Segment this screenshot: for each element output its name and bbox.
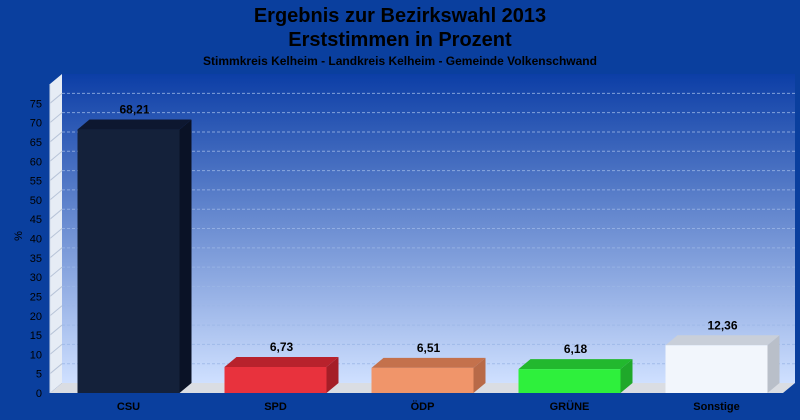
- y-tick-label: 5: [36, 369, 42, 381]
- y-tick-label: 45: [30, 214, 42, 226]
- x-tick-label: ÖDP: [411, 400, 435, 413]
- gridline-side: [49, 170, 63, 181]
- gridline-side: [49, 363, 63, 375]
- gridline-side: [49, 247, 63, 259]
- y-tick-label: 75: [30, 98, 42, 110]
- bar-ödp: [371, 367, 474, 393]
- y-axis: 0 5 10 15 20 25 30 35 40 45 50 55 60 65 70 75%: [13, 84, 51, 400]
- bar-csu: [77, 129, 180, 393]
- value-label: 68,21: [119, 103, 149, 117]
- chart-subtitle: Erststimmen in Prozent: [288, 29, 512, 51]
- gridline-side: [49, 112, 63, 124]
- bar-side: [767, 335, 780, 393]
- y-tick-label: 15: [30, 330, 42, 342]
- gridline-side: [49, 208, 63, 220]
- gridline-side: [49, 189, 63, 201]
- y-tick-label: 60: [30, 156, 42, 168]
- labels: 68,21 CSU 6,73 SPD 6,51 ÖDP 6,18 GRÜNE 12,36 Sons…: [117, 103, 740, 413]
- bar-spd: [224, 367, 327, 393]
- x-tick-label: SPD: [264, 401, 287, 413]
- y-axis-label: %: [13, 231, 25, 241]
- gridline-side: [49, 150, 63, 162]
- bar-side: [620, 359, 633, 393]
- gridline-side: [49, 305, 63, 317]
- bar-sonstige: [665, 345, 768, 393]
- value-label: 6,73: [270, 340, 294, 354]
- y-tick-label: 40: [30, 234, 42, 246]
- y-tick-label: 35: [30, 253, 42, 265]
- bar-side: [473, 357, 486, 393]
- gridline-side: [49, 228, 63, 239]
- chart-caption: Stimmkreis Kelheim - Landkreis Kelheim -…: [203, 54, 597, 68]
- y-tick-label: 25: [30, 291, 42, 303]
- y-tick-label: 0: [36, 388, 42, 400]
- bar-side: [326, 357, 339, 393]
- bar-top: [665, 335, 780, 346]
- gridline-side: [49, 343, 63, 355]
- gridline-side: [49, 286, 63, 297]
- y-tick-label: 50: [30, 195, 42, 207]
- bar-top: [77, 119, 192, 130]
- x-tick-label: Sonstige: [693, 401, 739, 413]
- bar-top: [371, 357, 486, 368]
- value-label: 6,18: [564, 342, 588, 356]
- bar-grüne: [518, 369, 621, 393]
- bar-top: [518, 359, 633, 370]
- x-tick-label: CSU: [117, 401, 140, 413]
- y-tick-label: 10: [30, 349, 42, 361]
- x-tick-label: GRÜNE: [550, 400, 590, 413]
- value-label: 12,36: [707, 318, 737, 332]
- chart-title: Ergebnis zur Bezirkswahl 2013: [253, 5, 547, 27]
- bars: [77, 119, 780, 393]
- bar-side: [179, 119, 192, 393]
- y-tick-label: 30: [30, 272, 42, 284]
- value-label: 6,51: [417, 341, 441, 355]
- y-tick-label: 55: [30, 176, 42, 188]
- y-tick-label: 70: [30, 118, 42, 130]
- y-tick-label: 20: [30, 311, 42, 323]
- gridline-side: [49, 324, 63, 336]
- gridline-side: [49, 92, 63, 104]
- y-tick-label: 65: [30, 137, 42, 149]
- gridline-side: [49, 266, 63, 278]
- bar-top: [224, 357, 339, 368]
- gridline-side: [49, 131, 63, 143]
